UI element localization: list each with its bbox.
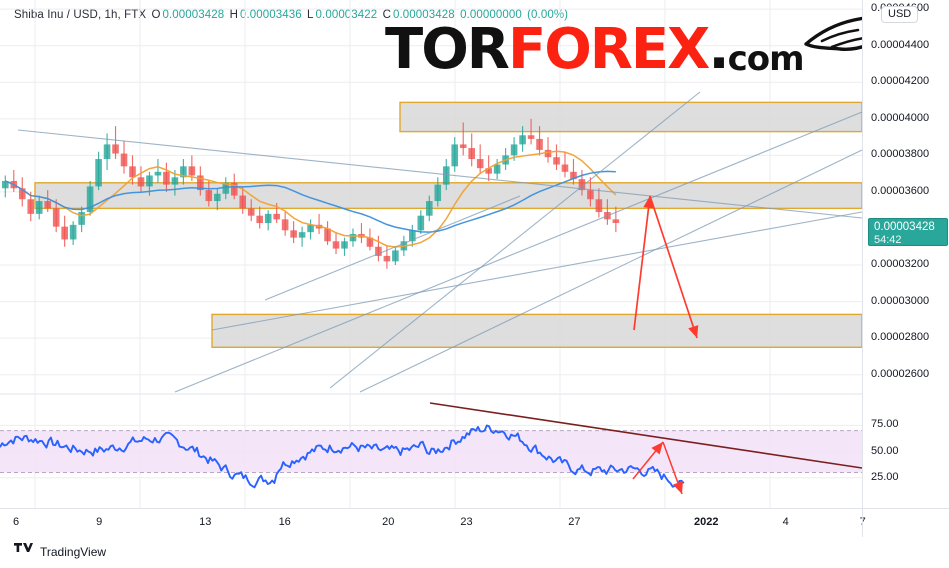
price-axis-label: 0.00004200: [871, 75, 930, 88]
time-axis-tick: 20: [382, 516, 395, 528]
legend-open-value: 0.00003428: [162, 9, 225, 21]
chart-legend: Shiba Inu / USD, 1h, FTX O 0.00003428 H 0.…: [14, 9, 570, 21]
rsi-chart-canvas: [0, 393, 863, 508]
price-axis-label: 0.00004400: [871, 38, 930, 51]
rsi-axis-label: 50.00: [871, 444, 899, 457]
price-axis-label: 0.00003800: [871, 148, 930, 161]
watermark-forex: FOREX: [507, 17, 710, 82]
time-axis-tick: 4: [782, 516, 789, 528]
price-axis-label: 0.00004000: [871, 111, 930, 124]
current-price-value: 0.00003428: [874, 221, 935, 233]
time-axis-tick: 9: [96, 516, 103, 528]
rsi-indicator-pane[interactable]: [0, 393, 863, 508]
time-axis-tick: 16: [278, 516, 291, 528]
currency-badge: USD: [881, 6, 919, 23]
current-price-tag: 0.00003428 54:42: [868, 218, 948, 246]
bar-countdown: 54:42: [874, 234, 902, 246]
legend-change-percent: (0.00%): [527, 9, 569, 21]
tradingview-brand-label: TradingView: [40, 545, 107, 559]
time-scale-axis[interactable]: 691316202327202247: [0, 508, 949, 537]
watermark-tor: TOR: [385, 17, 510, 82]
rsi-axis-label: 75.00: [871, 418, 899, 431]
price-axis-label: 0.00003000: [871, 294, 930, 307]
time-axis-tick: 23: [460, 516, 473, 528]
tradingview-logo-icon: [14, 543, 33, 561]
legend-close-label: C: [382, 9, 391, 21]
legend-high-label: H: [229, 9, 238, 21]
legend-close-value: 0.00003428: [393, 9, 455, 21]
legend-change: 0.00000000: [460, 9, 522, 21]
torforex-watermark: TOR FOREX. com: [385, 10, 932, 82]
price-scale-axis[interactable]: 0.000046000.000044000.000042000.00004000…: [862, 0, 949, 508]
price-axis-label: 0.00003600: [871, 184, 930, 197]
watermark-com: com: [727, 39, 805, 79]
legend-low-value: 0.00003422: [315, 9, 378, 21]
tradingview-footer[interactable]: TradingView: [14, 543, 106, 561]
time-axis-tick: 2022: [693, 516, 719, 528]
time-axis-tick: 13: [199, 516, 212, 528]
time-axis-tick: 6: [12, 516, 20, 528]
legend-open-label: O: [151, 9, 161, 21]
watermark-dot: .: [708, 17, 729, 82]
price-axis-label: 0.00003200: [871, 258, 930, 271]
time-axis-tick: 27: [568, 516, 581, 528]
legend-symbol[interactable]: Shiba Inu / USD, 1h, FTX: [14, 9, 147, 21]
rsi-axis-label: 25.00: [871, 470, 899, 483]
price-axis-label: 0.00002600: [871, 367, 930, 380]
price-axis-label: 0.00002800: [871, 331, 930, 344]
legend-low-label: L: [307, 9, 314, 21]
legend-high-value: 0.00003436: [239, 9, 302, 21]
axis-corner-divider: [862, 509, 863, 537]
